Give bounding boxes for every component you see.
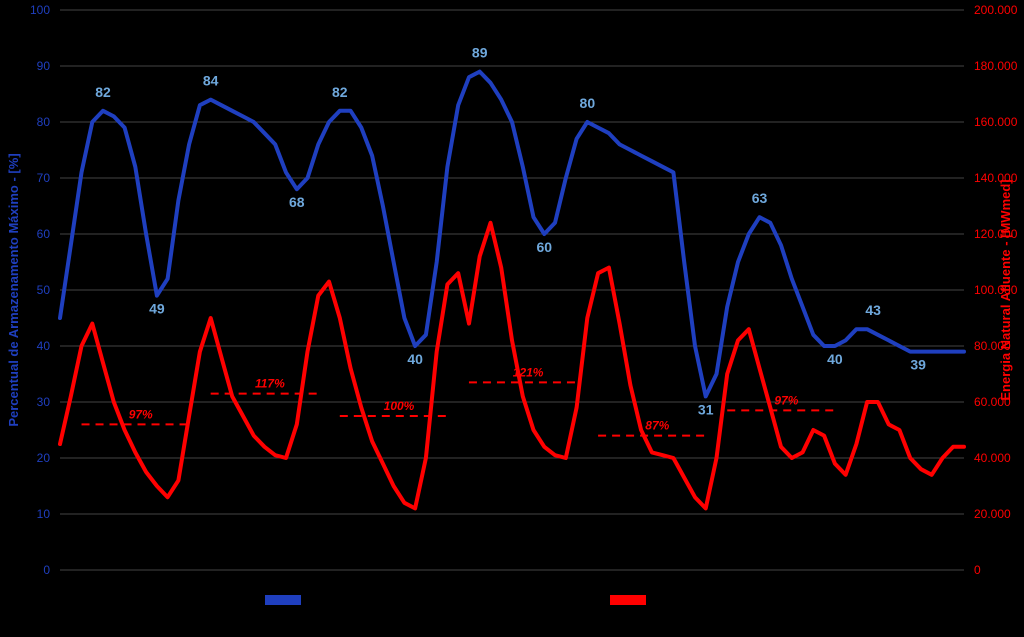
mlt-label: 121% <box>513 365 544 379</box>
legend-swatch <box>265 595 301 605</box>
y-left-label: Percentual de Armazenamento Máximo - [%] <box>6 153 21 426</box>
storage-callout: 63 <box>752 190 768 206</box>
storage-callout: 80 <box>580 95 596 111</box>
y-right-tick: 20.000 <box>974 507 1011 521</box>
mlt-label: 97% <box>129 407 153 421</box>
y-left-tick: 20 <box>37 451 51 465</box>
y-left-tick: 40 <box>37 339 51 353</box>
mlt-label: 87% <box>645 419 669 433</box>
legend-swatch <box>610 595 646 605</box>
storage-callout: 49 <box>149 301 165 317</box>
y-left-tick: 90 <box>37 59 51 73</box>
storage-callout: 40 <box>407 351 423 367</box>
y-left-tick: 0 <box>43 563 50 577</box>
mlt-label: 100% <box>384 399 415 413</box>
storage-callout: 84 <box>203 73 219 89</box>
mlt-label: 117% <box>255 377 285 391</box>
storage-callout: 43 <box>865 302 881 318</box>
storage-callout: 31 <box>698 401 714 417</box>
storage-callout: 40 <box>827 351 843 367</box>
storage-callout: 68 <box>289 194 305 210</box>
storage-callout: 82 <box>332 84 348 100</box>
storage-callout: 89 <box>472 45 488 61</box>
y-left-tick: 80 <box>37 115 51 129</box>
dual-axis-line-chart: 0102030405060708090100020.00040.00060.00… <box>0 0 1024 637</box>
storage-callout: 82 <box>95 84 111 100</box>
y-left-tick: 70 <box>37 171 51 185</box>
y-left-tick: 100 <box>30 3 50 17</box>
y-right-label: Energia Natural Afluente - [MWmed] <box>998 179 1013 400</box>
y-right-tick: 40.000 <box>974 451 1011 465</box>
y-left-tick: 10 <box>37 507 51 521</box>
y-right-tick: 180.000 <box>974 59 1018 73</box>
y-left-tick: 60 <box>37 227 51 241</box>
y-right-tick: 0 <box>974 563 981 577</box>
mlt-label: 97% <box>774 393 798 407</box>
y-left-tick: 30 <box>37 395 51 409</box>
y-right-tick: 160.000 <box>974 115 1018 129</box>
storage-callout: 39 <box>910 357 926 373</box>
y-right-tick: 200.000 <box>974 3 1018 17</box>
storage-callout: 60 <box>536 239 552 255</box>
y-left-tick: 50 <box>37 283 51 297</box>
